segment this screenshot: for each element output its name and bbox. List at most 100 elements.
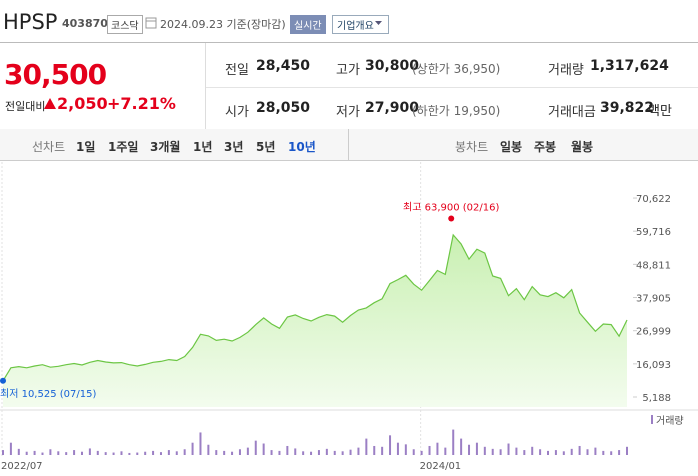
volume-bar (578, 445, 581, 455)
volume-bar (9, 442, 12, 455)
volume-bar (223, 450, 226, 455)
change-amount: 2,050 (57, 94, 108, 113)
volume-bar (144, 451, 147, 455)
volume-bar (159, 452, 162, 455)
legend-swatch (651, 415, 653, 424)
chart: 2022/07 2024/01 5,188 16,093 26,999 37,905 48,… (0, 162, 698, 472)
volume-bar (262, 443, 265, 455)
volume-bar (483, 446, 486, 455)
volume-bar (586, 449, 589, 455)
volume-bar (365, 438, 368, 455)
y-tick-label: 48,811 (636, 260, 671, 271)
volume-bar (25, 451, 28, 455)
volume-bar (17, 448, 20, 455)
volume-bar (96, 450, 99, 455)
volume-bar (381, 446, 384, 455)
volume-bar (420, 450, 423, 455)
volume-bar (49, 449, 52, 455)
volume-bar (104, 452, 107, 455)
high-label: 최고 63,900 (02/16) (403, 201, 499, 213)
volume-bar (539, 449, 542, 455)
volume-bar (112, 452, 115, 455)
high-marker (448, 215, 455, 222)
volume-bar (618, 450, 621, 455)
period-tab[interactable]: 10년 (288, 140, 316, 154)
stock-name: HPSP (3, 10, 58, 34)
period-tab[interactable]: 1일 (76, 140, 96, 154)
volume-bar (152, 450, 155, 455)
period-tab[interactable]: 3개월 (150, 140, 181, 154)
volume-bar (547, 450, 550, 455)
volume-bar (175, 451, 178, 455)
volume-bar (626, 446, 628, 455)
volume-bar (452, 429, 455, 455)
volume-bar (246, 447, 249, 455)
divider (206, 87, 698, 88)
period-tab[interactable]: 1주일 (108, 140, 139, 154)
candle-tab[interactable]: 주봉 (534, 140, 557, 154)
volume-bar (310, 451, 313, 455)
volume-bar (183, 449, 186, 455)
candle-tab[interactable]: 일봉 (500, 140, 523, 154)
divider (205, 43, 206, 129)
y-tick-label: 59,716 (636, 227, 671, 238)
stat-value: 28,050 (256, 100, 311, 116)
volume-bar (215, 450, 218, 455)
up-arrow (44, 98, 56, 109)
volume-bar (238, 449, 241, 455)
volume-bar (294, 448, 297, 455)
stat-label: 전일 (225, 63, 249, 78)
stat-label: 거래량 (548, 63, 584, 78)
volume-bar (270, 450, 273, 455)
volume-bar (41, 452, 44, 455)
volume-bar (207, 444, 210, 455)
price-line (2, 233, 628, 382)
period-tab[interactable]: 5년 (256, 140, 276, 154)
price-area (3, 234, 627, 407)
tab-bar (0, 129, 698, 161)
realtime-badge[interactable]: 실시간 (290, 15, 326, 34)
volume-bar (436, 442, 439, 455)
volume-bar (80, 451, 83, 455)
volume-bar (444, 447, 447, 455)
volume-bar (499, 449, 502, 455)
tab-group-label: 봉차트 (455, 140, 489, 154)
candle-tab[interactable]: 월봉 (571, 140, 594, 154)
volume-bar (333, 450, 336, 455)
stat-note: (하한가 19,950) (412, 104, 501, 118)
stat-label: 고가 (336, 63, 360, 78)
stat-note: (상한가 36,950) (412, 62, 501, 76)
y-tick-label: 70,622 (636, 194, 671, 205)
volume-bar (57, 451, 60, 455)
volume-bar (254, 440, 257, 455)
volume-bar (396, 442, 399, 455)
volume-bar (491, 448, 494, 455)
volume-bar (191, 442, 194, 455)
stat-unit: 백만 (648, 104, 672, 119)
volume-bar (602, 450, 605, 455)
volume-bar (128, 452, 131, 455)
volume-bar (317, 450, 320, 455)
company-dropdown[interactable]: 기업개요 (332, 15, 389, 34)
y-tick-label: 26,999 (636, 327, 671, 338)
volume-bar (88, 448, 91, 455)
volume-bar (357, 447, 360, 455)
stat-label: 거래대금 (548, 105, 596, 120)
volume-bar (278, 450, 281, 455)
volume-bar (341, 451, 344, 455)
y-tick-label: 16,093 (636, 360, 671, 371)
x-tick-label: 2024/01 (420, 461, 462, 472)
volume-bar (428, 445, 431, 455)
stat-label: 저가 (336, 105, 360, 120)
change-rate: +7.21% (107, 94, 176, 113)
volume-bar (199, 432, 202, 455)
market-badge: 코스닥 (107, 15, 143, 34)
change-label: 전일대비 (5, 100, 46, 113)
period-tab[interactable]: 1년 (193, 140, 213, 154)
current-price: 30,500 (4, 58, 107, 91)
volume-bar (136, 452, 139, 455)
period-tab[interactable]: 3년 (224, 140, 244, 154)
stat-value: 30,800 (365, 58, 420, 74)
low-label: 최저 10,525 (07/15) (0, 388, 96, 400)
